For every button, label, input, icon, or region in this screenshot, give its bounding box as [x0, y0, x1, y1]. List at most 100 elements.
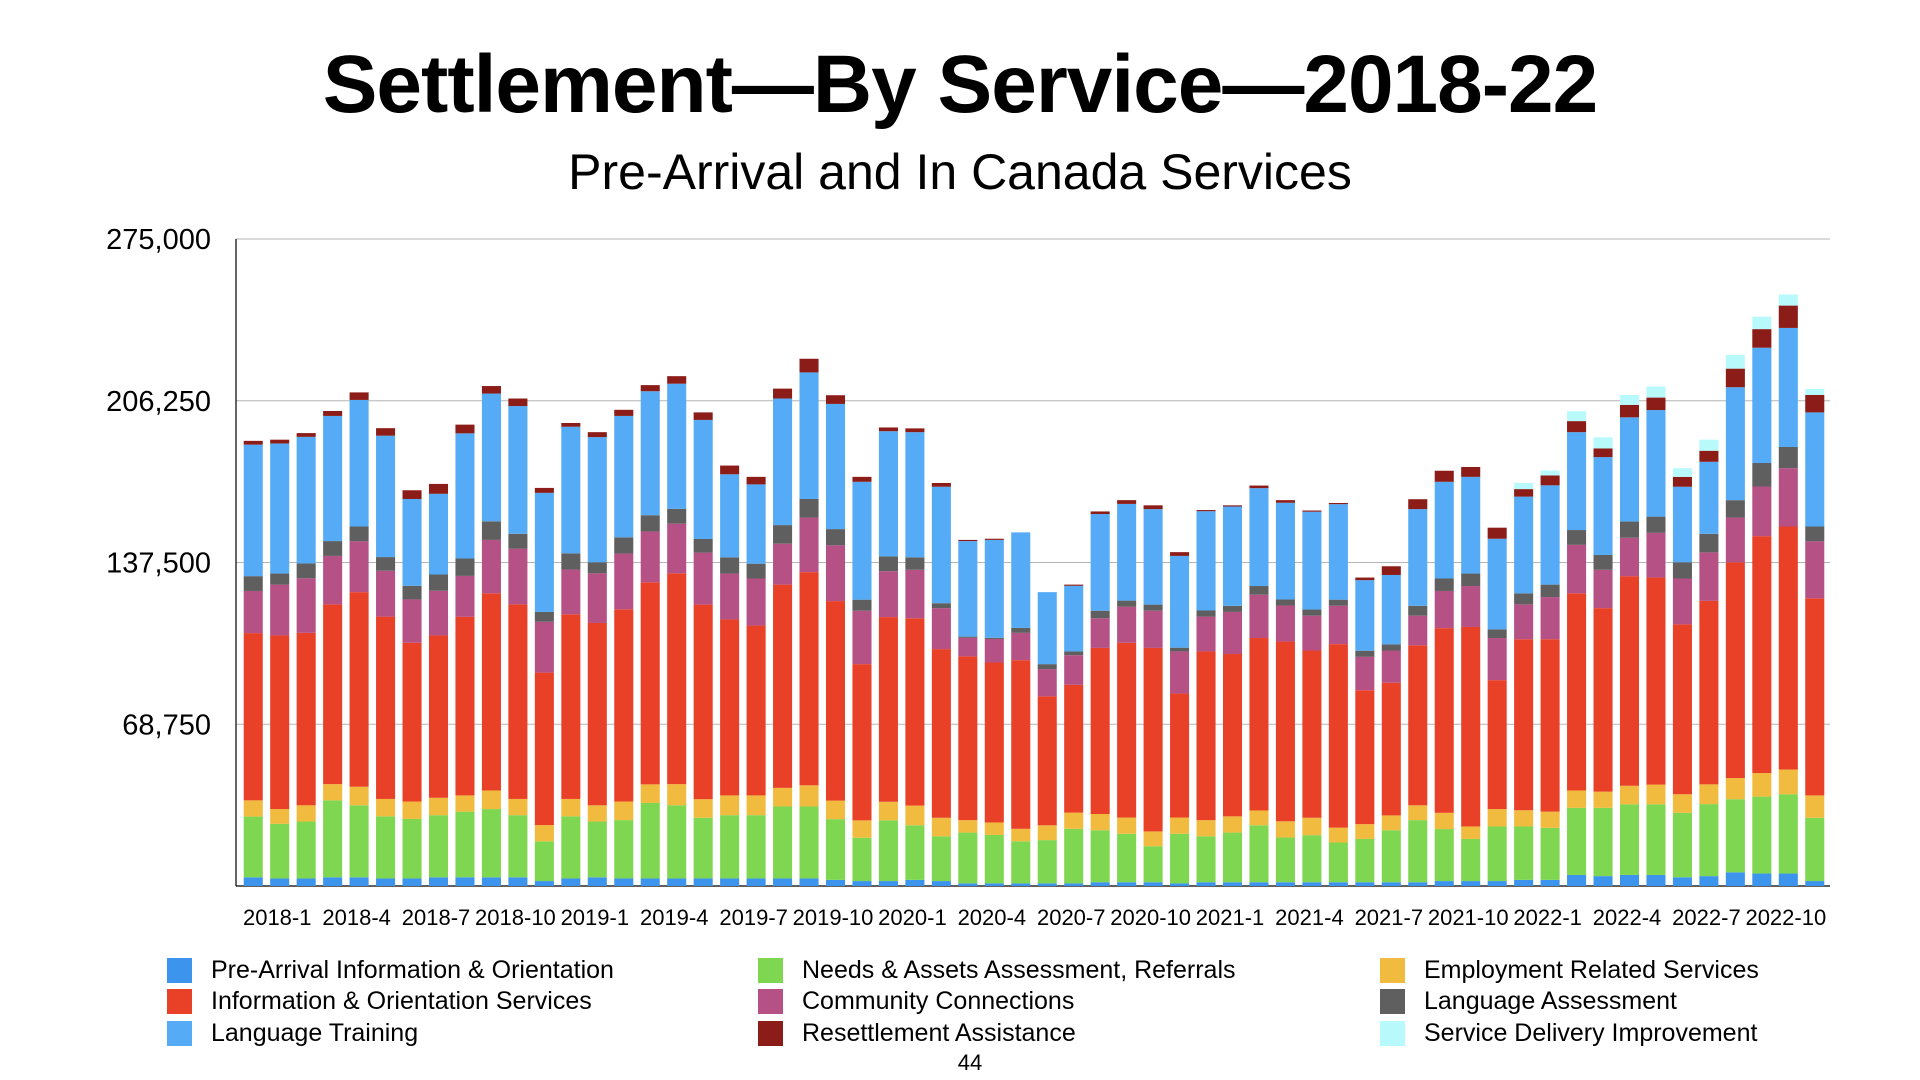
- bar-segment: [1540, 475, 1560, 486]
- bar-segment: [323, 410, 343, 416]
- bar-segment: [640, 784, 660, 803]
- bar-segment: [455, 558, 475, 576]
- bar-segment: [746, 563, 766, 579]
- bar-segment: [428, 483, 449, 494]
- bar-segment: [693, 538, 713, 553]
- bar-segment: [640, 385, 660, 392]
- bar-segment: [1593, 876, 1613, 886]
- bar-segment: [1355, 690, 1375, 825]
- bar-segment: [1143, 882, 1163, 886]
- bar-segment: [243, 633, 263, 801]
- x-tick-label: 2021-4: [1275, 905, 1344, 930]
- bar-segment: [428, 877, 449, 886]
- x-tick-label: 2022-4: [1593, 905, 1662, 930]
- bar-segment: [1275, 599, 1295, 606]
- bar-segment: [323, 784, 343, 801]
- bar-segment: [1487, 881, 1507, 886]
- bar-segment: [746, 484, 766, 564]
- bar-segment: [773, 525, 793, 544]
- bar-segment: [1805, 412, 1825, 527]
- bar-segment: [349, 786, 369, 806]
- legend-item: Pre-Arrival Information & Orientation: [167, 955, 614, 985]
- x-tick-label: 2018-4: [322, 905, 391, 930]
- bar-segment: [931, 482, 951, 487]
- bar-segment: [508, 815, 528, 878]
- bar-segment: [1143, 846, 1163, 883]
- bar-segment: [640, 515, 660, 532]
- bar-segment: [1619, 404, 1640, 418]
- legend-label: Language Training: [211, 1018, 419, 1047]
- bar-segment: [1778, 526, 1798, 770]
- bar-segment: [1434, 470, 1454, 482]
- bar-segment: [1117, 600, 1137, 607]
- bar-segment: [878, 801, 898, 821]
- bar-segment: [561, 569, 581, 615]
- bar-segment: [799, 498, 819, 518]
- x-tick-label: 2019-7: [719, 905, 788, 930]
- bar-segment: [720, 795, 740, 816]
- bar-segment: [534, 825, 554, 842]
- bar-segment: [984, 637, 1004, 639]
- bar-segment: [1514, 639, 1534, 811]
- bar-segment: [1381, 566, 1401, 575]
- bar-segment: [905, 428, 925, 433]
- bar-segment: [1487, 809, 1507, 827]
- bar-segment: [561, 816, 581, 879]
- bar-segment: [799, 358, 819, 373]
- bar-segment: [481, 393, 501, 522]
- bar-segment: [1725, 778, 1745, 800]
- bar-segment: [640, 878, 660, 886]
- bar-segment: [1672, 578, 1692, 625]
- bar-segment: [773, 787, 793, 807]
- bar-segment: [534, 841, 554, 882]
- bar-segment: [1381, 644, 1401, 651]
- bar-segment: [958, 883, 978, 886]
- bar-segment: [1805, 881, 1825, 886]
- legend-label: Service Delivery Improvement: [1424, 1018, 1758, 1047]
- bar-segment: [1064, 585, 1084, 652]
- bar-segment: [1752, 796, 1772, 874]
- bar-segment: [1567, 544, 1587, 594]
- bar-segment: [1302, 609, 1322, 616]
- bar-segment: [693, 412, 713, 420]
- bar-segment: [1514, 482, 1534, 490]
- bar-segment: [349, 592, 369, 787]
- bar-segment: [1222, 832, 1243, 883]
- bar-segment: [243, 816, 263, 878]
- bar-segment: [534, 492, 554, 612]
- bar-segment: [825, 601, 846, 801]
- y-tick-label: 206,250: [106, 386, 211, 418]
- x-tick-label: 2021-1: [1196, 905, 1265, 930]
- legend-item: Resettlement Assistance: [758, 1018, 1076, 1048]
- bar-segment: [481, 386, 501, 394]
- x-tick-label: 2019-4: [640, 905, 709, 930]
- bar-segment: [1514, 593, 1534, 605]
- bar-segment: [1302, 510, 1322, 512]
- bar-segment: [1090, 882, 1110, 886]
- bar-segment: [1752, 536, 1772, 774]
- bar-segment: [1170, 555, 1190, 648]
- bar-segment: [773, 398, 793, 526]
- legend-label: Community Connections: [802, 987, 1075, 1015]
- bar-segment: [693, 604, 713, 800]
- bar-segment: [1196, 610, 1216, 617]
- x-tick-label: 2022-7: [1672, 905, 1741, 930]
- bar-segment: [1408, 820, 1428, 883]
- bar-segment: [1328, 842, 1348, 883]
- bar-segment: [1275, 821, 1295, 838]
- bar-segment: [1699, 876, 1719, 886]
- bar-segment: [1302, 882, 1322, 886]
- bar-segment: [587, 622, 607, 806]
- bar-segment: [1037, 696, 1057, 826]
- bar-segment: [1011, 627, 1031, 633]
- bar-segment: [1672, 468, 1692, 477]
- bar-segment: [243, 590, 263, 634]
- bar-segment: [1567, 874, 1587, 886]
- bar-segment: [1672, 794, 1692, 813]
- bar-segment: [1461, 466, 1481, 477]
- bar-segment: [1381, 682, 1401, 816]
- bar-segment: [852, 881, 872, 886]
- bar-segment: [667, 523, 687, 574]
- bar-segment: [1752, 873, 1772, 886]
- bar-segment: [349, 805, 369, 878]
